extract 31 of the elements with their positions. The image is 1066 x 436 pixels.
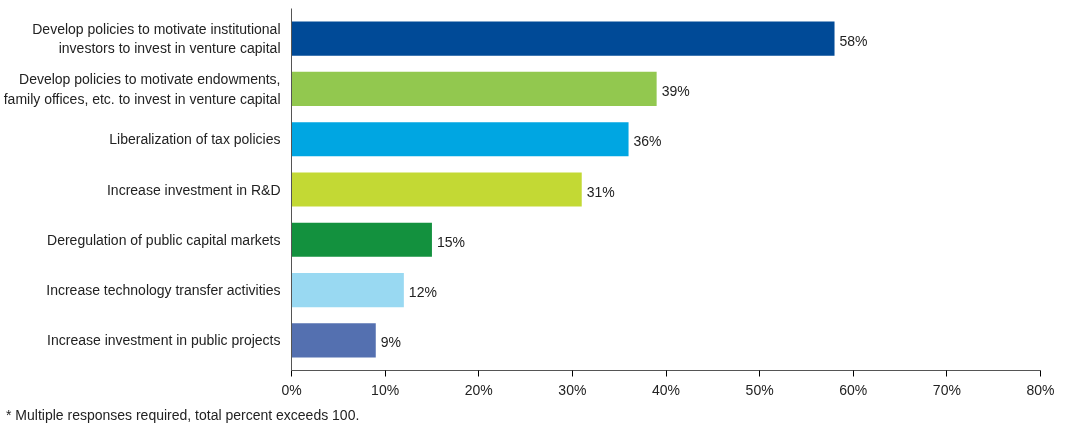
bar [291, 323, 376, 358]
y-tick-label: Deregulation of public capital markets [47, 231, 281, 248]
bar [291, 272, 404, 308]
y-tick-label: Increase investment in public projects [47, 332, 281, 349]
bar [291, 122, 629, 157]
x-tick-label: 40% [651, 381, 681, 398]
x-tick-label: 80% [1026, 381, 1055, 398]
x-tick-label: 70% [932, 381, 961, 398]
y-tick-label: Develop policies to motivate institutional investors to invest in venture capital [32, 21, 281, 57]
data-label: 39% [661, 82, 690, 99]
data-label: 58% [839, 32, 868, 49]
x-tick-label: 0% [281, 381, 302, 398]
y-tick-label: Liberalization of tax policies [109, 131, 281, 148]
bar [291, 71, 657, 107]
data-label: 12% [408, 284, 437, 301]
text: * Multiple responses required, total percent exceeds 100. [6, 406, 360, 425]
y-tick-label: Develop policies to motivate endowments, family offices, etc. to invest in venture capital [3, 71, 281, 107]
data-label: 31% [586, 183, 615, 200]
bar [291, 222, 432, 257]
x-tick-label: 20% [464, 381, 493, 398]
data-label: 9% [380, 334, 401, 351]
y-tick-label: Increase investment in R&D [106, 181, 281, 198]
bar [291, 172, 582, 207]
data-label: 36% [633, 133, 662, 150]
bar [291, 21, 835, 56]
x-tick-label: 50% [745, 381, 774, 398]
x-tick-label: 60% [839, 381, 868, 398]
x-tick-label: 10% [371, 381, 400, 398]
y-tick-label: Increase technology transfer activities [46, 282, 281, 299]
x-tick-label: 30% [558, 381, 587, 398]
data-label: 15% [436, 233, 465, 250]
